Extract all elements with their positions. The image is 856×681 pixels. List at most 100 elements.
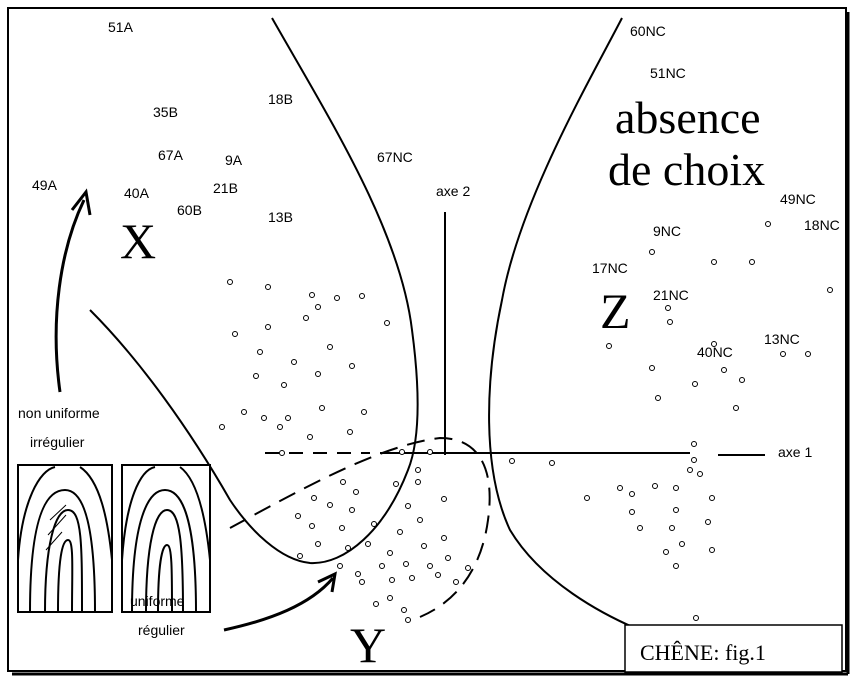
point: [388, 596, 393, 601]
point: [436, 573, 441, 578]
point: [466, 566, 471, 571]
point: [280, 451, 285, 456]
point: [664, 550, 669, 555]
point-label: 67NC: [377, 149, 413, 165]
point: [428, 564, 433, 569]
point: [398, 530, 403, 535]
point: [362, 410, 367, 415]
point-label: 51A: [108, 19, 134, 35]
point: [360, 580, 365, 585]
point-label: 40A: [124, 185, 150, 201]
point-label: 60B: [177, 202, 202, 218]
region-title: absence: [615, 92, 761, 143]
point: [710, 548, 715, 553]
legend-text: uniforme: [130, 593, 185, 609]
point: [656, 396, 661, 401]
point: [228, 280, 233, 285]
point: [740, 378, 745, 383]
point: [356, 572, 361, 577]
point: [350, 508, 355, 513]
point: [380, 564, 385, 569]
point: [781, 352, 786, 357]
point: [416, 468, 421, 473]
group-letter: X: [120, 213, 156, 269]
legend-text: irrégulier: [30, 434, 85, 450]
point: [258, 350, 263, 355]
figure: 51A35B18B67A9A49A40A21B60B13B67NCaxe 260…: [0, 0, 856, 681]
point: [310, 293, 315, 298]
point: [550, 461, 555, 466]
point: [254, 374, 259, 379]
point: [348, 430, 353, 435]
point: [750, 260, 755, 265]
point: [360, 294, 365, 299]
point-label: 49A: [32, 177, 58, 193]
point: [390, 578, 395, 583]
point: [630, 492, 635, 497]
point: [350, 364, 355, 369]
point-label: 49NC: [780, 191, 816, 207]
group-letter: Z: [600, 283, 631, 339]
point: [680, 542, 685, 547]
point: [320, 406, 325, 411]
point: [666, 306, 671, 311]
point: [806, 352, 811, 357]
caption: CHÊNE: fig.1: [640, 640, 766, 665]
point: [722, 368, 727, 373]
point-label: 17NC: [592, 260, 628, 276]
point: [670, 526, 675, 531]
point: [692, 458, 697, 463]
point: [734, 406, 739, 411]
point: [220, 425, 225, 430]
point-label: 51NC: [650, 65, 686, 81]
point: [585, 496, 590, 501]
point: [674, 508, 679, 513]
point: [650, 250, 655, 255]
point-label: 18NC: [804, 217, 840, 233]
point: [402, 608, 407, 613]
point: [292, 360, 297, 365]
point: [242, 410, 247, 415]
region-title: de choix: [608, 144, 765, 195]
point-label: 13B: [268, 209, 293, 225]
point: [346, 546, 351, 551]
point: [262, 416, 267, 421]
point: [442, 536, 447, 541]
point: [442, 497, 447, 502]
point: [668, 320, 673, 325]
legend-text: non uniforme: [18, 405, 100, 421]
point-label: 21NC: [653, 287, 689, 303]
point: [618, 486, 623, 491]
point: [298, 554, 303, 559]
point: [404, 562, 409, 567]
point: [278, 425, 283, 430]
point: [674, 564, 679, 569]
point: [428, 450, 433, 455]
point: [374, 602, 379, 607]
point: [650, 366, 655, 371]
point: [710, 496, 715, 501]
point-label: 18B: [268, 91, 293, 107]
point: [335, 296, 340, 301]
point-label: 9NC: [653, 223, 681, 239]
point: [316, 305, 321, 310]
point: [282, 383, 287, 388]
point: [418, 518, 423, 523]
point: [410, 576, 415, 581]
point-label: 60NC: [630, 23, 666, 39]
legend-text: régulier: [138, 622, 185, 638]
point: [308, 435, 313, 440]
point: [510, 459, 515, 464]
point: [266, 285, 271, 290]
point: [341, 480, 346, 485]
point-label: axe 2: [436, 183, 470, 199]
point: [316, 542, 321, 547]
point: [233, 332, 238, 337]
point: [366, 542, 371, 547]
point: [638, 526, 643, 531]
point: [688, 468, 693, 473]
point-label: 21B: [213, 180, 238, 196]
point: [372, 522, 377, 527]
point: [653, 484, 658, 489]
point: [328, 345, 333, 350]
